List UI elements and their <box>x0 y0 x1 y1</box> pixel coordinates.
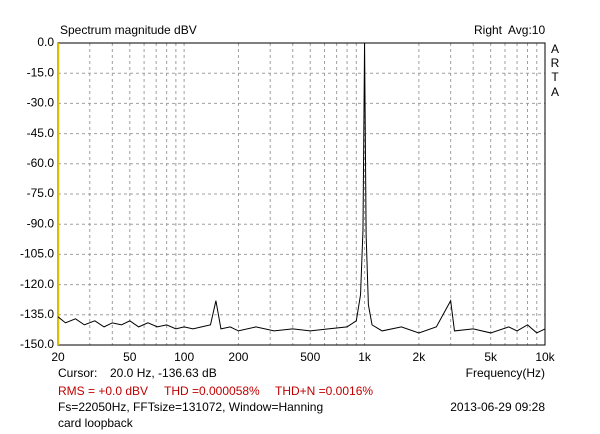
logo-letter: A <box>551 85 559 99</box>
x-tick-label: 100 <box>174 350 194 364</box>
y-tick-label: -45.0 <box>27 126 55 140</box>
x-tick-label: 10k <box>535 350 555 364</box>
x-tick-label: 20 <box>51 350 65 364</box>
logo-letter: A <box>551 42 559 56</box>
average: Avg:10 <box>508 23 545 37</box>
channel: Right <box>474 23 503 37</box>
y-tick-label: -90.0 <box>27 216 55 230</box>
x-tick-label: 50 <box>123 350 137 364</box>
fft-info: Fs=22050Hz, FFTsize=131072, Window=Hanni… <box>58 400 323 414</box>
x-tick-label: 1k <box>358 350 372 364</box>
x-tick-label: 200 <box>228 350 248 364</box>
y-tick-label: -30.0 <box>27 96 55 110</box>
spectrum-line <box>57 42 546 334</box>
cursor-label: Cursor: <box>58 366 97 380</box>
y-tick-label: -15.0 <box>27 65 55 79</box>
chart-title: Spectrum magnitude dBV <box>60 23 197 37</box>
y-tick-label: -120.0 <box>20 277 54 291</box>
logo-letter: T <box>551 70 559 84</box>
x-tick-label: 2k <box>413 350 427 364</box>
y-tick-label: -150.0 <box>20 337 54 351</box>
y-tick-label: -60.0 <box>27 156 55 170</box>
x-tick-label: 5k <box>484 350 498 364</box>
y-tick-label: -105.0 <box>20 247 54 261</box>
x-tick-label: 500 <box>300 350 320 364</box>
timestamp: 2013-06-29 09:28 <box>450 400 545 414</box>
rms: RMS = +0.0 dBV <box>58 384 148 398</box>
x-axis-label: Frequency(Hz) <box>466 366 545 380</box>
note: card loopback <box>58 416 134 430</box>
thdn: THD+N =0.0016% <box>275 384 373 398</box>
thd: THD =0.000058% <box>164 384 260 398</box>
y-tick-label: -75.0 <box>27 186 55 200</box>
y-tick-label: -135.0 <box>20 307 54 321</box>
logo-letter: R <box>551 56 560 70</box>
y-tick-label: 0.0 <box>37 35 54 49</box>
cursor-value: 20.0 Hz, -136.63 dB <box>110 366 217 380</box>
